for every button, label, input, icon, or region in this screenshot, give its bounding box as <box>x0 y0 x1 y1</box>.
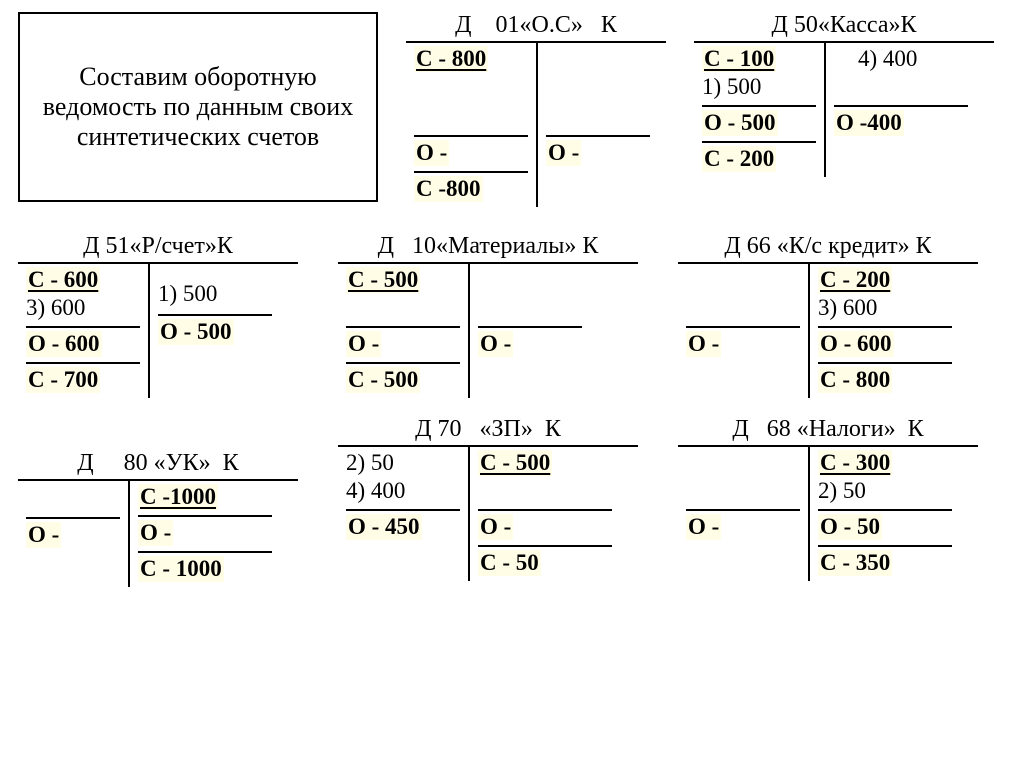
account-50-title: Д 50«Касса»К <box>694 12 994 43</box>
a66-credit-e1: 3) 600 <box>818 294 952 322</box>
a10-credit-turn: О - <box>478 331 513 357</box>
a51-debit-close: С - 700 <box>26 367 100 393</box>
a70-credit-open: С - 500 <box>478 450 552 476</box>
a70-debit-e1: 2) 50 <box>346 449 460 477</box>
a68-credit-close: С - 350 <box>818 550 892 576</box>
intro-box: Составим оборотную ведомость по данным с… <box>18 12 378 202</box>
a68-debit-turn: О - <box>686 514 721 540</box>
a10-debit-close: С - 500 <box>346 367 420 393</box>
a51-debit-open: С - 600 <box>26 267 100 293</box>
a80-credit-open: С -1000 <box>138 484 218 510</box>
a50-debit-open: С - 100 <box>702 46 776 72</box>
account-68: Д 68 «Налоги» К О - С - 300 2) 50 О - 50… <box>678 416 978 581</box>
account-80: Д 80 «УК» К О - С -1000 О - С - 1000 <box>18 450 298 587</box>
a68-credit-open: С - 300 <box>818 450 892 476</box>
a70-debit-e2: 4) 400 <box>346 477 460 505</box>
account-50: Д 50«Касса»К С - 100 1) 500 О - 500 С - … <box>694 12 994 177</box>
a70-debit-turn: О - 450 <box>346 514 422 540</box>
a66-debit-turn: О - <box>686 331 721 357</box>
a50-debit-e1: 1) 500 <box>702 73 816 101</box>
a50-debit-close: С - 200 <box>702 146 776 172</box>
a80-debit-turn: О - <box>26 522 61 548</box>
account-66: Д 66 «К/с кредит» К О - С - 200 3) 600 О… <box>678 233 978 398</box>
a10-debit-open: С - 500 <box>346 267 420 293</box>
a66-credit-turn: О - 600 <box>818 331 894 357</box>
a70-credit-close: С - 50 <box>478 550 541 576</box>
account-01-title: Д 01«О.С» К <box>406 12 666 43</box>
a80-credit-close: С - 1000 <box>138 556 224 582</box>
intro-text: Составим оборотную ведомость по данным с… <box>38 62 358 152</box>
a50-debit-turn: О - 500 <box>702 110 778 136</box>
a01-credit-turn: О - <box>546 140 581 166</box>
account-10: Д 10«Материалы» К С - 500 О - С - 500 О … <box>338 233 638 398</box>
a10-debit-turn: О - <box>346 331 381 357</box>
a66-credit-open: С - 200 <box>818 267 892 293</box>
a68-credit-turn: О - 50 <box>818 514 882 540</box>
a66-credit-close: С - 800 <box>818 367 892 393</box>
account-70: Д 70 «ЗП» К 2) 50 4) 400 О - 450 С - 500… <box>338 416 638 581</box>
a51-credit-e1: 1) 500 <box>158 280 272 308</box>
a68-credit-e1: 2) 50 <box>818 477 952 505</box>
a50-credit-turn: О -400 <box>834 110 904 136</box>
account-51: Д 51«Р/счет»К С - 600 3) 600 О - 600 С -… <box>18 233 298 398</box>
a50-credit-e1: 4) 400 <box>834 45 968 73</box>
a01-debit-open: С - 800 <box>414 46 488 72</box>
a51-debit-turn: О - 600 <box>26 331 102 357</box>
a01-debit-turn: О - <box>414 140 449 166</box>
a70-credit-turn: О - <box>478 514 513 540</box>
account-51-title: Д 51«Р/счет»К <box>18 233 298 264</box>
account-01: Д 01«О.С» К С - 800 О - С -800 О - <box>406 12 666 207</box>
account-70-title: Д 70 «ЗП» К <box>338 416 638 447</box>
account-10-title: Д 10«Материалы» К <box>338 233 638 264</box>
a51-credit-turn: О - 500 <box>158 319 234 345</box>
account-80-title: Д 80 «УК» К <box>18 450 298 481</box>
a01-debit-close: С -800 <box>414 176 483 202</box>
account-68-title: Д 68 «Налоги» К <box>678 416 978 447</box>
a51-debit-e1: 3) 600 <box>26 294 140 322</box>
account-66-title: Д 66 «К/с кредит» К <box>678 233 978 264</box>
a80-credit-turn: О - <box>138 520 173 546</box>
